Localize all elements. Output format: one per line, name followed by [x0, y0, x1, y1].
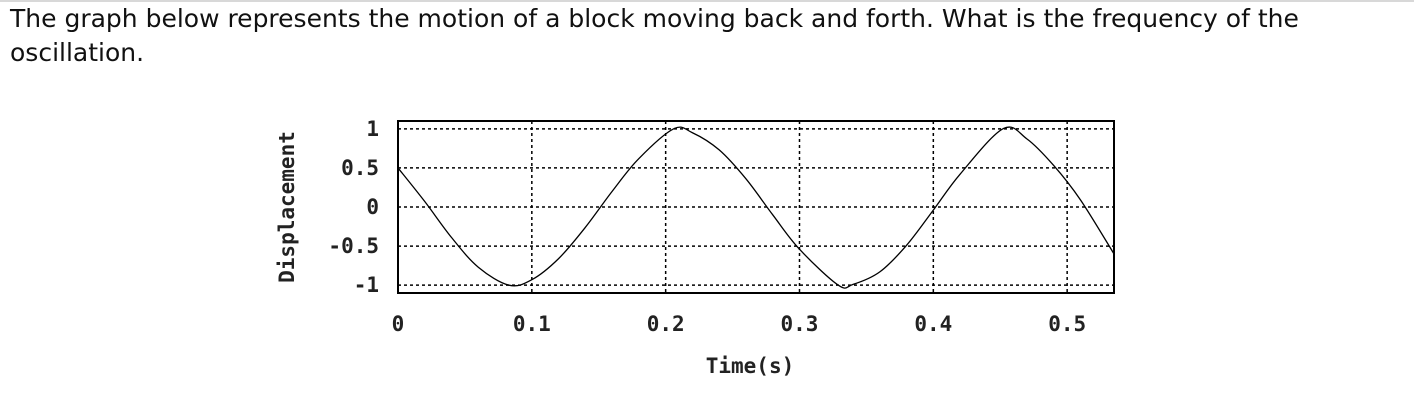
x-tick-label: 0.5: [1048, 312, 1086, 336]
x-tick-label: 0.1: [513, 312, 551, 336]
tick-labels: 0 0.1 0.2 0.3 0.4 0.5 1 0.5 0 -0.5 -1: [328, 117, 1086, 336]
y-tick-label: 0: [366, 195, 379, 219]
y-tick-label: 0.5: [341, 156, 379, 180]
y-tick-label: -0.5: [328, 234, 379, 258]
x-tick-label: 0: [392, 312, 405, 336]
x-tick-label: 0.2: [647, 312, 685, 336]
plot-frame: [397, 120, 1115, 294]
y-tick-label: -1: [354, 273, 379, 297]
y-axis-label: Displacement: [275, 131, 299, 283]
x-tick-label: 0.3: [781, 312, 819, 336]
question-text: The graph below represents the motion of…: [10, 4, 1299, 67]
displacement-curve: [397, 126, 1115, 289]
top-divider: [0, 0, 1414, 2]
y-tick-label: 1: [366, 117, 379, 141]
x-axis-label: Time(s): [706, 354, 795, 378]
x-tick-label: 0.4: [914, 312, 952, 336]
grid-lines: [398, 121, 1114, 293]
